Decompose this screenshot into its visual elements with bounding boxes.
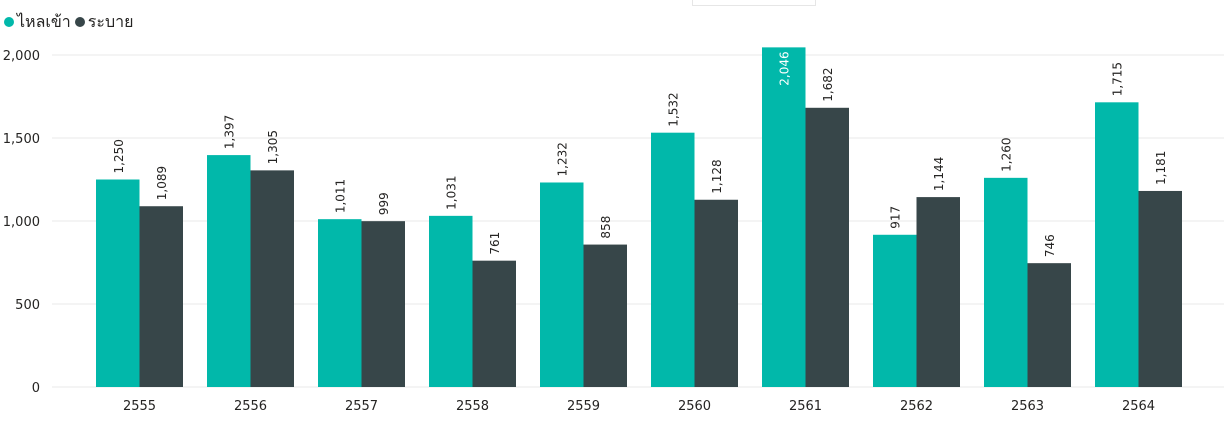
bar-release[interactable] xyxy=(250,170,295,387)
data-label: 1,682 xyxy=(821,67,835,101)
bar-release[interactable] xyxy=(139,206,184,387)
data-label: 1,305 xyxy=(266,130,280,164)
legend-release-dot xyxy=(74,17,85,27)
bar-inflow[interactable] xyxy=(984,177,1028,387)
x-tick-label: 2556 xyxy=(234,399,267,414)
bar-release[interactable] xyxy=(361,221,406,387)
top-placeholder-box xyxy=(692,0,816,6)
bar-inflow[interactable] xyxy=(1095,102,1139,387)
data-label: 1,397 xyxy=(223,115,237,149)
chart-legend: ไหลเข้า ระบาย xyxy=(4,10,138,34)
y-tick-label: 1,500 xyxy=(3,132,40,147)
legend-release-label: ระบาย xyxy=(87,11,134,31)
data-label: 1,715 xyxy=(1111,62,1125,96)
legend-item-inflow[interactable]: ไหลเข้า xyxy=(4,10,71,35)
bar-release[interactable] xyxy=(1138,190,1183,387)
bar-inflow[interactable] xyxy=(762,47,806,387)
bar-inflow[interactable] xyxy=(873,234,917,387)
bar-release[interactable] xyxy=(583,244,628,387)
data-label: 1,144 xyxy=(932,157,946,191)
x-tick-label: 2559 xyxy=(567,399,600,414)
data-label: 1,031 xyxy=(445,175,459,209)
bar-inflow[interactable] xyxy=(96,179,140,388)
x-tick-label: 2561 xyxy=(789,399,822,414)
bar-inflow[interactable] xyxy=(207,155,251,387)
data-labels: 1,250 1,089 1,397 1,305 1,011 999 1,031 761 1,23… xyxy=(112,51,1169,257)
bar-release[interactable] xyxy=(916,197,961,387)
legend-inflow-dot xyxy=(4,17,14,27)
data-label: 746 xyxy=(1043,234,1057,257)
bar-inflow[interactable] xyxy=(318,219,362,387)
x-tick-label: 2560 xyxy=(678,399,711,414)
data-label: 2,046 xyxy=(778,51,792,85)
data-label: 1,128 xyxy=(710,159,724,193)
data-label: 1,260 xyxy=(1000,137,1014,171)
legend-inflow-label: ไหลเข้า xyxy=(17,11,71,31)
data-label: 761 xyxy=(488,232,502,255)
data-label: 858 xyxy=(599,216,613,239)
x-tick-label: 2563 xyxy=(1011,399,1044,414)
x-axis: 2555 2556 2557 2558 2559 2560 2561 2562 2563 2564 xyxy=(123,399,1155,414)
data-label: 1,089 xyxy=(155,166,169,200)
y-tick-label: 500 xyxy=(15,298,40,313)
data-label: 917 xyxy=(889,206,903,229)
y-tick-label: 1,000 xyxy=(3,215,40,230)
y-tick-label: 0 xyxy=(32,381,40,396)
data-label: 1,011 xyxy=(334,179,348,213)
x-tick-label: 2564 xyxy=(1122,399,1155,414)
x-tick-label: 2557 xyxy=(345,399,378,414)
data-label: 1,250 xyxy=(112,139,126,173)
y-axis: 0 500 1,000 1,500 2,000 xyxy=(3,49,40,396)
data-label: 1,532 xyxy=(667,92,681,126)
x-tick-label: 2555 xyxy=(123,399,156,414)
bar-release[interactable] xyxy=(694,199,739,387)
y-tick-label: 2,000 xyxy=(3,49,40,64)
bar-inflow[interactable] xyxy=(540,182,584,387)
legend-item-release[interactable]: ระบาย xyxy=(74,10,134,35)
bar-release[interactable] xyxy=(1027,263,1072,387)
data-label: 999 xyxy=(377,192,391,215)
bar-inflow[interactable] xyxy=(429,215,473,387)
x-tick-label: 2562 xyxy=(900,399,933,414)
data-label: 1,181 xyxy=(1154,151,1168,185)
bar-release[interactable] xyxy=(805,107,850,388)
data-label: 1,232 xyxy=(556,142,570,176)
bar-release[interactable] xyxy=(472,260,517,387)
x-tick-label: 2558 xyxy=(456,399,489,414)
bars xyxy=(96,47,1183,388)
bar-inflow[interactable] xyxy=(651,132,695,387)
